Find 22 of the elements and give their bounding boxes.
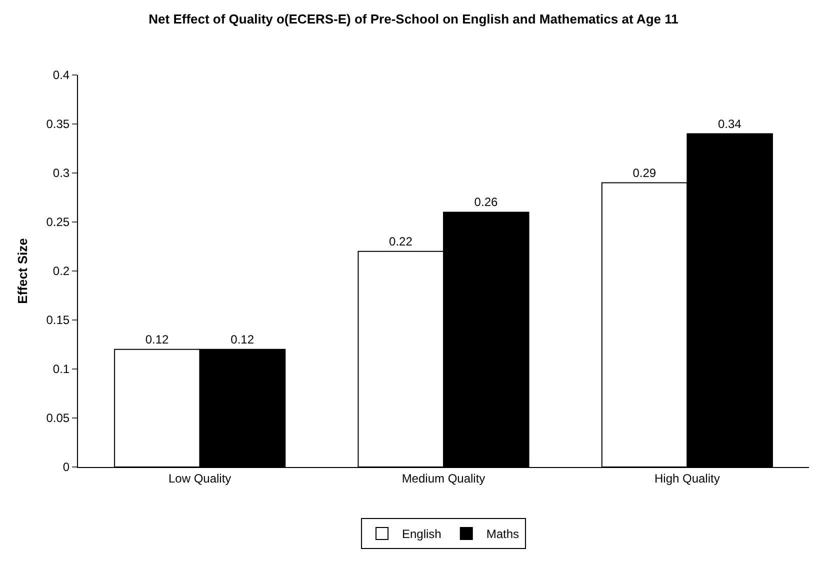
y-tick-label: 0.4 [52,68,70,82]
y-tick-label: 0 [62,460,70,474]
x-tick-label: Low Quality [168,471,232,486]
data-label: 0.12 [145,332,170,346]
data-label: 0.22 [389,234,413,248]
y-axis-title: Effect Size [15,238,30,304]
x-tick-label: High Quality [654,471,720,486]
legend-label: Maths [486,527,520,542]
y-tick-label: 0.25 [46,215,70,230]
data-label: 0.26 [474,195,498,210]
legend-label: English [402,527,442,542]
y-tick-label: 0.1 [52,362,70,376]
y-tick-label: 0.15 [46,313,70,328]
chart-title: Net Effect of Quality o(ECERS-E) of Pre-School on English and Mathematics at Age 11 [148,11,678,26]
data-label: 0.12 [230,332,254,346]
y-tick-label: 0.05 [46,411,70,426]
y-tick-label: 0.3 [52,166,70,180]
data-label: 0.29 [632,166,656,180]
y-tick-label: 0.2 [52,264,70,278]
y-tick-label: 0.35 [46,117,70,132]
x-tick-label: Medium Quality [402,471,486,486]
data-label: 0.34 [718,116,742,131]
